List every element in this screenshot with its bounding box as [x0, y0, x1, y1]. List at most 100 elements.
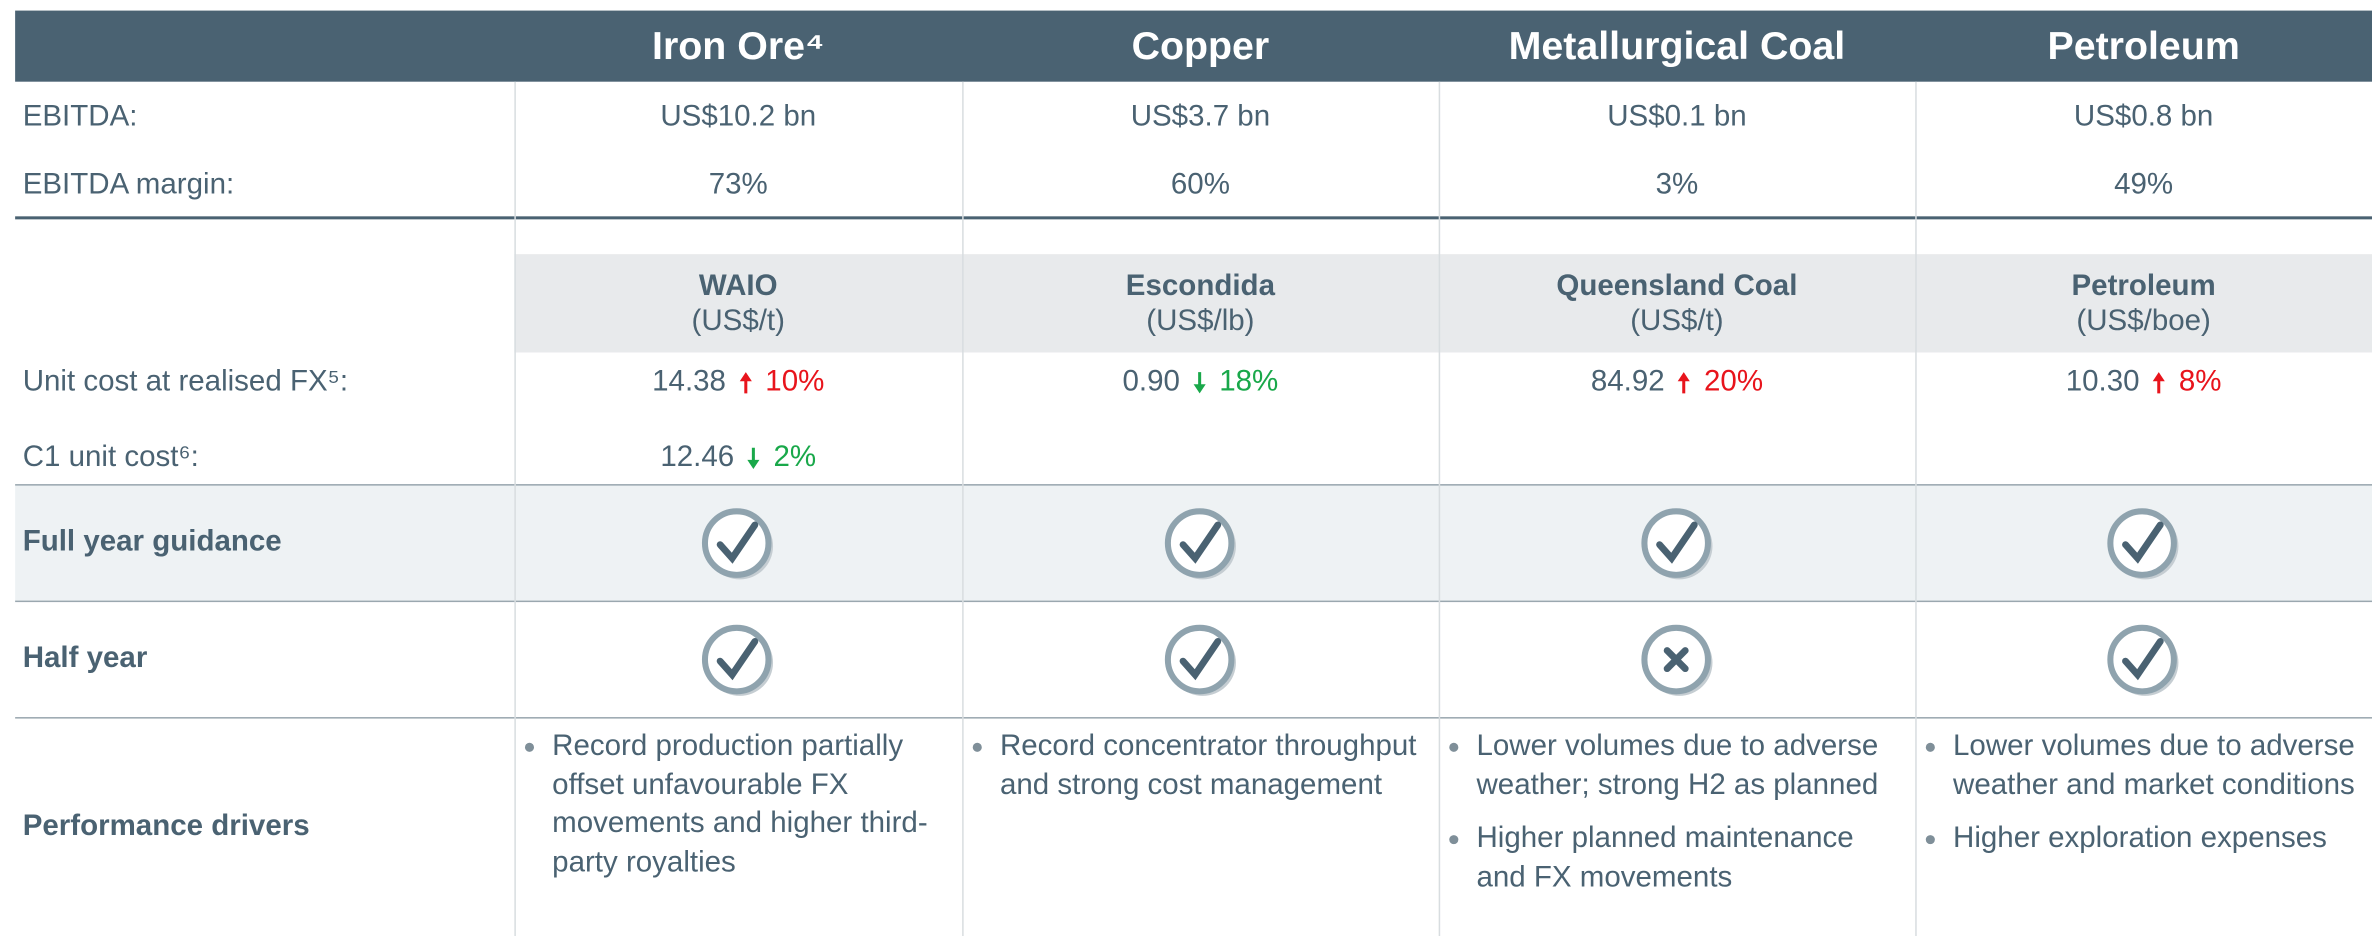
asset-unit: (US$/t) [1630, 303, 1724, 337]
icon-ring [701, 624, 772, 694]
column-divider [962, 81, 964, 936]
asset-name: Queensland Coal [1556, 268, 1798, 302]
check [1655, 520, 1697, 563]
check [2122, 637, 2164, 680]
driver-cell: Lower volumes due to adverse weather and… [1923, 728, 2368, 936]
status-cell [514, 484, 962, 600]
row-label: Half year [22, 641, 148, 675]
column-header: Copper [1131, 22, 1270, 69]
driver-item: Lower volumes due to adverse weather and… [1953, 728, 2368, 805]
asset-heading: Escondida (US$/lb) [962, 254, 1439, 352]
arrow [1678, 371, 1691, 393]
ebitda-value: US$0.8 bn [2073, 99, 2214, 134]
check-icon [701, 507, 774, 579]
cost-change: 10% [765, 364, 825, 398]
row-divider [15, 484, 2372, 486]
status-cell [962, 601, 1439, 717]
ebitda-value: US$10.2 bn [660, 99, 817, 134]
check-icon [1640, 507, 1712, 579]
unit-cost: 14.38 10% [514, 356, 962, 409]
margin-value: 73% [708, 167, 768, 201]
margin-value: 3% [1655, 167, 1699, 201]
cross-icon [1640, 624, 1712, 696]
asset-heading: Queensland Coal (US$/t) [1439, 254, 1916, 352]
driver-list: Record concentrator throughput and stron… [970, 728, 1434, 805]
row-label: Unit cost at realised FX⁵: [22, 364, 349, 398]
unit-cost: 12.46 2% [514, 431, 962, 484]
ebitda-value: US$0.1 bn [1607, 99, 1747, 134]
icon-ring [701, 507, 772, 578]
arrow [747, 447, 760, 469]
check-icon [2107, 624, 2179, 696]
cost-change: 18% [1219, 364, 1279, 398]
cost-value: 0.90 [1122, 364, 1180, 398]
unit-cost: 10.30 8% [1915, 356, 2372, 409]
driver-list: Lower volumes due to adverse weather and… [1923, 728, 2368, 859]
column-divider [1438, 81, 1441, 936]
driver-item: Higher planned maintenance and FX moveme… [1476, 820, 1910, 897]
check [1178, 637, 1221, 680]
arrow [1193, 371, 1206, 393]
column-divider [514, 81, 516, 936]
row-label: EBITDA: [22, 99, 138, 134]
driver-cell: Record concentrator throughput and stron… [970, 728, 1434, 936]
check [716, 520, 759, 563]
row-label: Full year guidance [22, 524, 282, 559]
driver-item: Higher exploration expenses [1953, 820, 2368, 859]
arrow [2153, 371, 2166, 393]
change-arrow [2153, 371, 2166, 393]
check [716, 637, 759, 680]
row-divider [15, 216, 2372, 219]
asset-heading: Petroleum (US$/boe) [1915, 254, 2372, 352]
asset-unit: (US$/t) [691, 303, 785, 337]
check-icon [701, 624, 774, 696]
driver-list: Lower volumes due to adverse weather; st… [1446, 728, 1910, 897]
unit-cost: 84.92 20% [1439, 356, 1916, 409]
margin-value: 49% [2114, 167, 2174, 201]
check-icon [1164, 507, 1236, 579]
asset-name: Petroleum [2071, 268, 2216, 302]
row-divider [15, 717, 2372, 719]
icon-ring [1164, 507, 1234, 578]
icon-ring [1164, 624, 1234, 694]
row-label: EBITDA margin: [22, 167, 235, 201]
driver-list: Record production partially offset unfav… [522, 728, 958, 882]
asset-name: Escondida [1125, 268, 1275, 302]
cost-change: 2% [773, 440, 817, 474]
driver-item: Lower volumes due to adverse weather; st… [1476, 728, 1910, 805]
driver-cell: Record production partially offset unfav… [522, 728, 958, 936]
arrow [739, 371, 752, 393]
margin-value: 60% [1170, 167, 1230, 201]
row-label: Performance drivers [22, 809, 310, 843]
cost-value: 10.30 [2065, 364, 2140, 398]
asset-band [514, 254, 2372, 353]
check-icon [2107, 507, 2179, 579]
unit-cost: 0.90 18% [962, 356, 1439, 409]
column-header: Iron Ore⁴ [652, 22, 825, 69]
cost-change: 8% [2178, 364, 2222, 398]
icon-ring [2107, 624, 2177, 694]
status-cell [1915, 484, 2372, 600]
status-cell [1439, 484, 1916, 600]
change-arrow [739, 371, 752, 393]
change-arrow [747, 447, 760, 469]
ebitda-value: US$3.7 bn [1130, 99, 1271, 134]
change-arrow [1193, 371, 1206, 393]
asset-heading: WAIO (US$/t) [514, 254, 962, 352]
status-cell [1915, 601, 2372, 717]
driver-item: Record concentrator throughput and stron… [1000, 728, 1434, 805]
check [1178, 520, 1221, 563]
asset-unit: (US$/lb) [1146, 303, 1255, 337]
cost-value: 12.46 [660, 440, 735, 474]
change-arrow [1678, 371, 1691, 393]
status-cell [514, 601, 962, 717]
driver-cell: Lower volumes due to adverse weather; st… [1446, 728, 1910, 936]
check-icon [1164, 624, 1236, 696]
status-cell [1439, 601, 1916, 717]
row-label: C1 unit cost⁶: [22, 440, 199, 474]
cost-value: 84.92 [1590, 364, 1665, 398]
icon-ring [2107, 507, 2177, 578]
cost-value: 14.38 [652, 364, 726, 398]
driver-item: Record production partially offset unfav… [552, 728, 957, 882]
